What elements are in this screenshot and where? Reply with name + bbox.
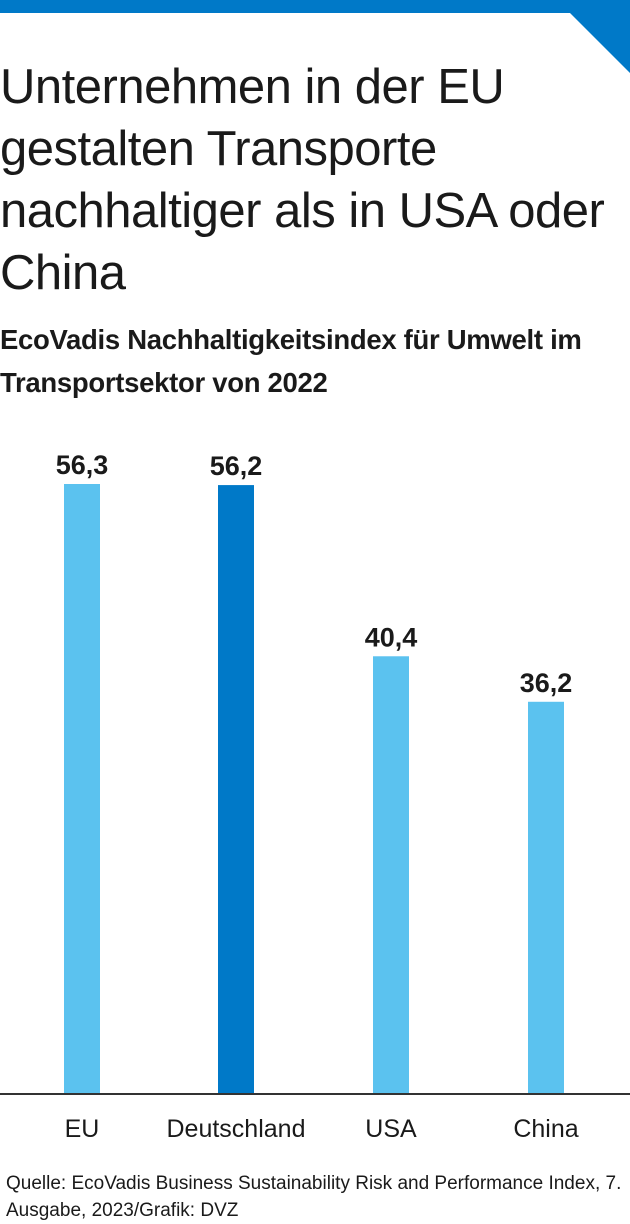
- category-label-usa: USA: [365, 1115, 417, 1143]
- category-label-china: China: [513, 1115, 578, 1143]
- value-label-eu: 56,3: [56, 450, 109, 480]
- value-label-usa: 40,4: [365, 622, 418, 652]
- top-accent-bar: [0, 0, 630, 13]
- value-label-china: 36,2: [520, 668, 573, 698]
- bars-layer: [64, 484, 564, 1094]
- bar-china: [528, 701, 564, 1094]
- source-note: Quelle: EcoVadis Business Sustainability…: [6, 1173, 622, 1221]
- bar-chart: 56,3 EU 56,2 Deutschland 40,4 USA 36,2 China: [0, 450, 630, 1143]
- corner-triangle-shape: [570, 13, 630, 73]
- bar-deutschland: [218, 485, 254, 1094]
- value-label-deutschland: 56,2: [210, 451, 263, 481]
- category-label-eu: EU: [65, 1115, 100, 1143]
- corner-triangle-icon: [570, 13, 630, 73]
- category-label-deutschland: Deutschland: [167, 1115, 306, 1143]
- chart-subtitle: EcoVadis Nachhaltigkeitsindex für Umwelt…: [0, 324, 582, 398]
- labels-layer: 56,3 EU 56,2 Deutschland 40,4 USA 36,2 China: [56, 450, 579, 1143]
- bar-eu: [64, 484, 100, 1094]
- bar-usa: [373, 656, 409, 1094]
- headline: Unternehmen in der EU gestalten Transpor…: [0, 60, 605, 300]
